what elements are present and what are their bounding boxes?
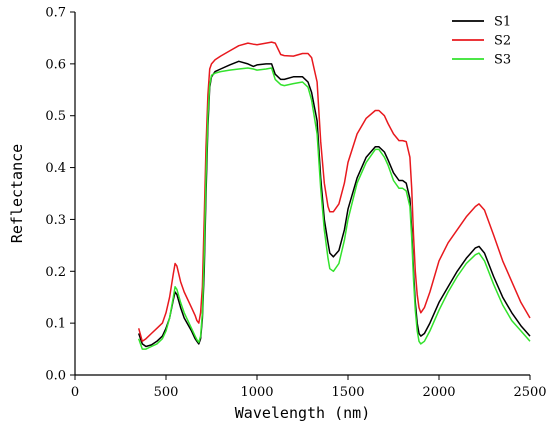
x-tick-label: 1000: [240, 385, 273, 400]
y-tick-label: 0.4: [45, 161, 66, 176]
series-line-s2: [137, 41, 531, 343]
legend-label-s3: S3: [494, 53, 511, 68]
y-tick-label: 0.5: [45, 109, 66, 124]
y-axis-title: Reflectance: [8, 144, 26, 243]
y-tick-label: 0.2: [45, 265, 66, 280]
x-tick-label: 0: [71, 385, 79, 400]
series-line-s3: [137, 67, 531, 350]
x-tick-label: 2000: [422, 385, 455, 400]
x-tick-label: 500: [154, 385, 179, 400]
y-tick-label: 0.7: [45, 6, 66, 21]
y-tick-label: 0.6: [45, 57, 66, 72]
series-line-s1: [137, 60, 531, 348]
legend: S1 S2 S3: [452, 15, 511, 68]
x-axis-title: Wavelength (nm): [235, 404, 370, 422]
x-tick-label: 1500: [331, 385, 364, 400]
data-series: [137, 41, 531, 350]
y-tick-label: 0.0: [45, 369, 66, 384]
y-tick-label: 0.1: [45, 317, 66, 332]
legend-label-s2: S2: [494, 34, 511, 49]
axis-ticks: 0 500 1000 1500 2000 2500 0.0 0.1 0.2 0.3 0.4 0.5 0.…: [45, 6, 546, 401]
legend-label-s1: S1: [494, 15, 511, 30]
y-tick-label: 0.3: [45, 213, 66, 228]
x-tick-label: 2500: [513, 385, 546, 400]
axes: [74, 12, 530, 376]
